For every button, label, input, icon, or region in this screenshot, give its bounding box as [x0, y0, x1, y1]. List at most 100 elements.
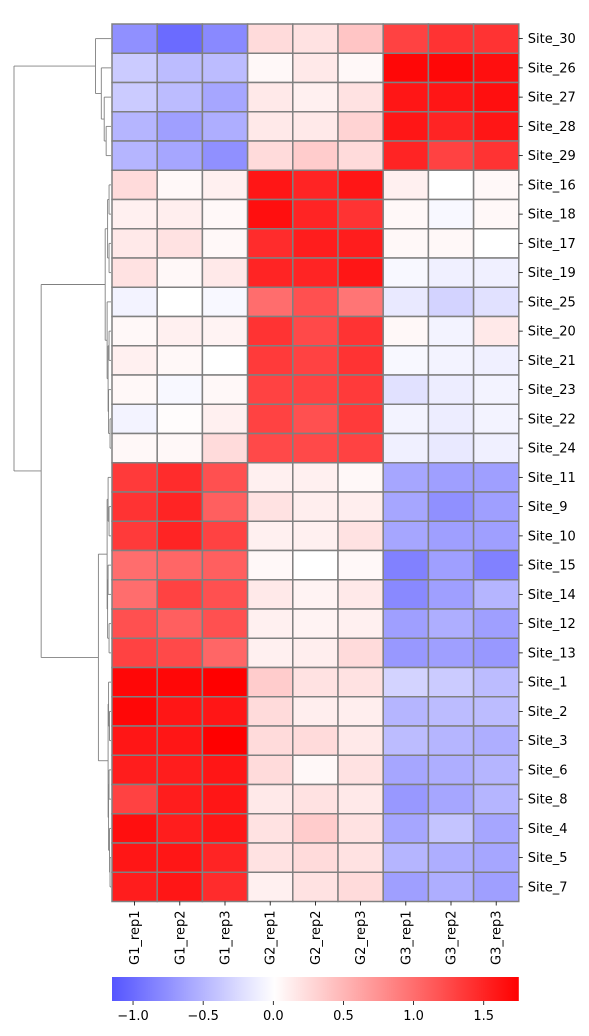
heatmap-cell [472, 549, 520, 581]
heatmap-cell [427, 842, 475, 873]
heatmap-cell [246, 81, 294, 113]
heatmap-cell [111, 871, 158, 903]
row-label: Site_15 [528, 559, 576, 574]
heatmap-cell [427, 140, 475, 171]
heatmap-cell [427, 520, 475, 552]
heatmap-cell [427, 286, 475, 318]
column-label: G2_rep2 [309, 911, 324, 965]
heatmap-cell [111, 520, 158, 552]
heatmap-cell [292, 315, 339, 347]
heatmap-cell [292, 286, 339, 318]
heatmap-cell [201, 286, 249, 318]
heatmap-cell [246, 871, 294, 903]
heatmap-cell [246, 491, 294, 522]
heatmap-cell [156, 666, 204, 698]
colorbar-tick-label: 1.0 [403, 1009, 424, 1024]
heatmap-cell [472, 696, 520, 727]
heatmap-cell [246, 813, 294, 844]
heatmap-cell [156, 228, 204, 259]
heatmap-cell [427, 462, 475, 493]
heatmap-cell [201, 432, 249, 464]
heatmap-cell [382, 462, 430, 493]
heatmap-cell [111, 696, 158, 727]
heatmap-cell [472, 257, 520, 288]
column-label: G1_rep3 [219, 911, 234, 965]
heatmap-cell [246, 637, 294, 669]
heatmap-cell [427, 228, 475, 259]
heatmap-cell [382, 345, 430, 376]
heatmap-cell [382, 286, 430, 318]
heatmap-cell [337, 754, 384, 786]
heatmap-cell [337, 783, 384, 815]
heatmap-cell [337, 169, 384, 201]
heatmap-cell [201, 140, 249, 171]
row-label: Site_17 [528, 237, 576, 252]
heatmap-cell [201, 23, 249, 54]
heatmap-cell [337, 374, 384, 405]
heatmap-cell [337, 52, 384, 84]
heatmap-cell [246, 345, 294, 376]
heatmap-cell [246, 608, 294, 639]
heatmap-cell [201, 783, 249, 815]
heatmap-cell [382, 111, 430, 142]
heatmap-cell [156, 403, 204, 435]
heatmap-cell [201, 315, 249, 347]
colorbar: −1.0 −0.5 0.0 0.5 1.0 1.5 [112, 977, 519, 1024]
heatmap-cell [111, 403, 158, 435]
heatmap-cell [382, 491, 430, 522]
heatmap-cell [472, 198, 520, 230]
heatmap-cell [111, 842, 158, 873]
heatmap-cell [382, 696, 430, 727]
column-label: G2_rep3 [354, 911, 369, 965]
heatmap-cell [382, 432, 430, 464]
row-label: Site_19 [528, 266, 576, 281]
heatmap-cell [292, 23, 339, 54]
heatmap-cell [156, 140, 204, 171]
heatmap-cell [292, 754, 339, 786]
heatmap-cell [246, 23, 294, 54]
row-label: Site_5 [528, 851, 568, 866]
heatmap-cell [201, 754, 249, 786]
heatmap-cell [201, 813, 249, 844]
heatmap-cell [337, 111, 384, 142]
heatmap-cell [382, 374, 430, 405]
heatmap-cell [427, 666, 475, 698]
heatmap-cell [292, 257, 339, 288]
heatmap-cell [472, 520, 520, 552]
heatmap-cell [337, 432, 384, 464]
heatmap-cell [111, 432, 158, 464]
heatmap-cell [427, 169, 475, 201]
heatmap-cell [382, 813, 430, 844]
row-label: Site_10 [528, 529, 576, 544]
heatmap-cell [292, 491, 339, 522]
heatmap-cell [156, 345, 204, 376]
heatmap-cell [246, 52, 294, 84]
heatmap-cell [292, 432, 339, 464]
heatmap-cell [246, 520, 294, 552]
heatmap-cell [246, 432, 294, 464]
heatmap-cell [292, 696, 339, 727]
heatmap-cell [382, 228, 430, 259]
heatmap-cell [427, 725, 475, 756]
heatmap-cell [472, 286, 520, 318]
heatmap-cell [292, 520, 339, 552]
row-label: Site_3 [528, 734, 568, 749]
row-dendrogram [13, 38, 111, 888]
heatmap-cell [382, 52, 430, 84]
heatmap-cell [201, 579, 249, 610]
heatmap-cell [111, 549, 158, 581]
heatmap-cell [382, 549, 430, 581]
row-label: Site_11 [528, 471, 576, 486]
heatmap-cell [472, 754, 520, 786]
heatmap-cell [111, 52, 158, 84]
heatmap-cell [382, 81, 430, 113]
heatmap-cell [111, 257, 158, 288]
heatmap-cell [337, 286, 384, 318]
heatmap-cell [472, 23, 520, 54]
heatmap-cell [292, 549, 339, 581]
heatmap-cell [382, 169, 430, 201]
heatmap-cell [246, 725, 294, 756]
heatmap-cell [292, 52, 339, 84]
row-label: Site_8 [528, 793, 568, 808]
heatmap-cell [111, 666, 158, 698]
